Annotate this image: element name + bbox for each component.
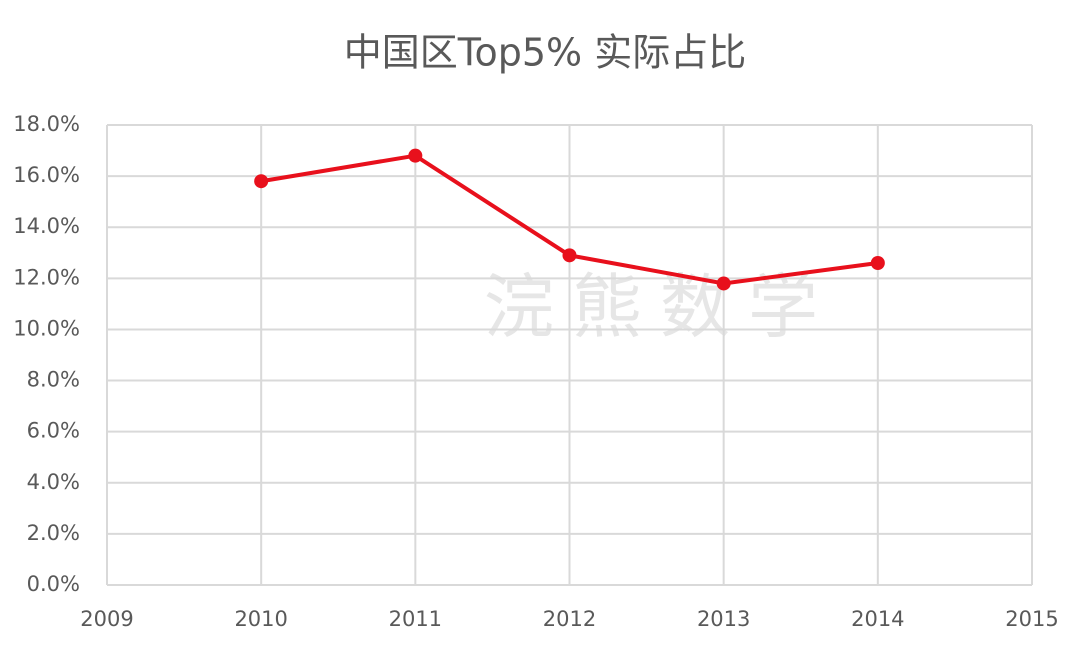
y-tick-label: 14.0%: [13, 214, 80, 238]
y-tick-label: 0.0%: [27, 572, 80, 596]
y-tick-label: 12.0%: [13, 265, 80, 289]
x-tick-label: 2009: [80, 607, 133, 631]
y-tick-label: 18.0%: [13, 112, 80, 136]
y-tick-label: 6.0%: [27, 419, 80, 443]
point: [870, 256, 885, 270]
point: [408, 148, 423, 163]
x-tick-label: 2013: [697, 607, 750, 631]
x-tick-label: 2011: [389, 607, 442, 631]
x-tick-label: 2012: [543, 607, 596, 631]
x-tick-label: 2014: [851, 607, 904, 631]
y-tick-label: 10.0%: [13, 316, 80, 340]
y-tick-label: 8.0%: [27, 368, 80, 392]
y-tick-label: 4.0%: [27, 470, 80, 494]
x-tick-label: 2015: [1005, 607, 1058, 631]
chart-title: 中国区Top5% 实际占比: [344, 31, 747, 75]
point: [254, 174, 269, 189]
point: [716, 276, 731, 291]
y-tick-label: 2.0%: [27, 521, 80, 545]
y-tick-label: 16.0%: [13, 163, 80, 187]
x-tick-label: 2010: [234, 607, 287, 631]
point: [562, 248, 577, 263]
